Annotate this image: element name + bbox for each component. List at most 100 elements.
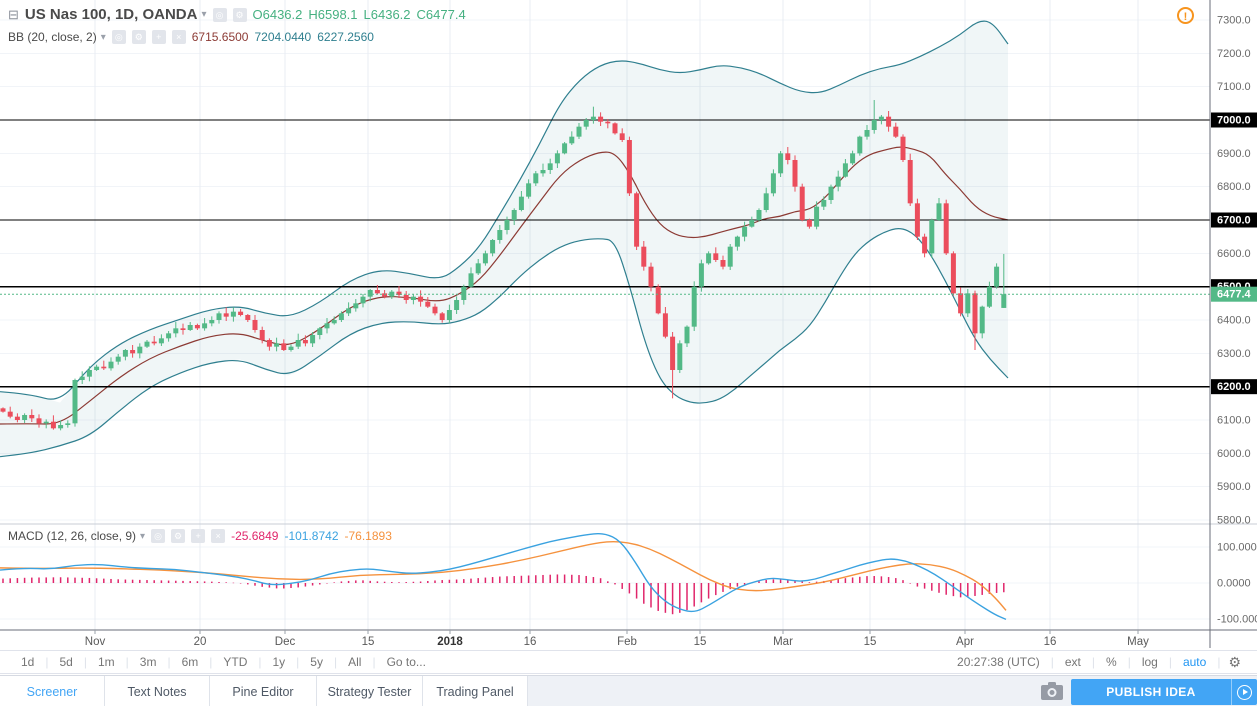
range-5y[interactable]: 5y (310, 655, 323, 669)
range-1y[interactable]: 1y (272, 655, 286, 669)
svg-text:0.0000: 0.0000 (1217, 578, 1251, 590)
separator: | (45, 655, 49, 669)
chevron-down-icon[interactable]: ▾ (140, 530, 146, 542)
svg-text:6300.0: 6300.0 (1217, 348, 1251, 360)
svg-text:Nov: Nov (85, 636, 106, 648)
tab-screener[interactable]: Screener (0, 676, 105, 706)
range-switcher: 1d | 5d | 1m | 3m | 6m | YTD | 1y | 5y | All | Go… (10, 655, 437, 669)
goto-date[interactable]: Go to... (386, 655, 426, 669)
svg-text:6700.0: 6700.0 (1217, 215, 1251, 227)
separator: | (125, 655, 129, 669)
svg-text:6800.0: 6800.0 (1217, 181, 1251, 193)
chart-canvas[interactable]: 7300.0 7200.0 7100.0 7000.0 6900.0 6800.0 6700… (0, 0, 1257, 650)
svg-text:7300.0: 7300.0 (1217, 15, 1251, 27)
separator: | (1050, 655, 1054, 669)
svg-text:-100.0000: -100.0000 (1217, 614, 1257, 626)
bb-legend: BB (20, close, 2) ▾ ◎ ⚙ + × 6715.6500 72… (8, 30, 374, 44)
separator: | (333, 655, 338, 669)
percent-toggle[interactable]: % (1106, 655, 1117, 669)
close-value: C6477.4 (416, 7, 466, 22)
svg-text:Apr: Apr (956, 636, 974, 648)
svg-text:16: 16 (524, 636, 537, 648)
separator: | (83, 655, 87, 669)
clock[interactable]: 20:27:38 (UTC) (957, 655, 1040, 669)
range-1m[interactable]: 1m (97, 655, 115, 669)
ohlc-values: O6436.2 H6598.1 L6436.2 C6477.4 (253, 7, 472, 22)
low-value: L6436.2 (363, 7, 411, 22)
range-3m[interactable]: 3m (139, 655, 157, 669)
bb-basis-value: 6715.6500 (191, 30, 249, 44)
separator: | (1168, 655, 1172, 669)
symbol-title[interactable]: US Nas 100, 1D, OANDA (24, 6, 198, 23)
svg-text:20: 20 (194, 636, 207, 648)
play-icon (1237, 684, 1252, 700)
tab-trading-panel[interactable]: Trading Panel (423, 676, 528, 706)
tab-pine-editor[interactable]: Pine Editor (210, 676, 317, 706)
separator: | (209, 655, 213, 669)
gear-icon[interactable]: ⚙ (1228, 653, 1241, 670)
gear-icon[interactable]: ⚙ (232, 7, 247, 22)
bb-lower-value: 6227.2560 (317, 30, 374, 44)
svg-text:May: May (1127, 636, 1149, 648)
tab-text-notes[interactable]: Text Notes (105, 676, 210, 706)
range-5d[interactable]: 5d (59, 655, 73, 669)
macd-title[interactable]: MACD (12, 26, close, 9) (8, 529, 137, 543)
svg-text:2018: 2018 (437, 636, 463, 648)
publish-idea-button[interactable]: PUBLISH IDEA (1071, 679, 1257, 705)
ext-toggle[interactable]: ext (1064, 655, 1081, 669)
symbol-legend: ⊟ US Nas 100, 1D, OANDA ▾ ◎ ⚙ O6436.2 H65… (8, 6, 472, 23)
svg-text:15: 15 (694, 636, 707, 648)
separator: | (1127, 655, 1131, 669)
visibility-icon[interactable]: ◎ (212, 7, 227, 22)
range-6m[interactable]: 6m (181, 655, 199, 669)
svg-text:15: 15 (362, 636, 375, 648)
range-all[interactable]: All (348, 655, 362, 669)
tab-strategy-tester[interactable]: Strategy Tester (317, 676, 423, 706)
range-1d[interactable]: 1d (21, 655, 35, 669)
plus-icon[interactable]: + (191, 529, 206, 543)
separator: | (1217, 655, 1221, 669)
separator: | (296, 655, 300, 669)
svg-text:Dec: Dec (275, 636, 296, 648)
data-warning-icon[interactable]: ! (1177, 7, 1194, 24)
axis-settings: 20:27:38 (UTC) | ext | % | log | auto | ⚙ (946, 654, 1249, 671)
svg-text:15: 15 (864, 636, 877, 648)
separator: | (167, 655, 171, 669)
svg-text:6477.4: 6477.4 (1217, 289, 1252, 301)
bottom-tabs-bar: Screener Text Notes Pine Editor Strategy… (0, 675, 1257, 706)
svg-text:100.0000: 100.0000 (1217, 542, 1257, 554)
gear-icon[interactable]: ⚙ (171, 529, 186, 543)
svg-text:16: 16 (1044, 636, 1057, 648)
collapse-panel-icon[interactable]: ⊟ (8, 6, 19, 22)
svg-text:6200.0: 6200.0 (1217, 381, 1251, 393)
publish-idea-label: PUBLISH IDEA (1106, 685, 1196, 699)
svg-text:Mar: Mar (773, 636, 793, 648)
visibility-icon[interactable]: ◎ (111, 30, 126, 44)
bottom-toolbar: 1d | 5d | 1m | 3m | 6m | YTD | 1y | 5y | All | Go… (0, 650, 1257, 674)
visibility-icon[interactable]: ◎ (151, 529, 166, 543)
publish-play-button[interactable] (1231, 679, 1257, 705)
chevron-down-icon[interactable]: ▾ (100, 31, 106, 43)
log-toggle[interactable]: log (1141, 655, 1158, 669)
svg-text:6000.0: 6000.0 (1217, 448, 1251, 460)
svg-text:6600.0: 6600.0 (1217, 248, 1251, 260)
svg-text:7200.0: 7200.0 (1217, 48, 1251, 60)
svg-text:7000.0: 7000.0 (1217, 115, 1251, 127)
close-icon[interactable]: × (171, 30, 186, 44)
separator: | (1091, 655, 1096, 669)
svg-text:5900.0: 5900.0 (1217, 481, 1251, 493)
high-value: H6598.1 (308, 7, 358, 22)
plus-icon[interactable]: + (151, 30, 166, 44)
svg-text:6900.0: 6900.0 (1217, 148, 1251, 160)
range-ytd[interactable]: YTD (223, 655, 248, 669)
bb-title[interactable]: BB (20, close, 2) (8, 30, 97, 44)
close-icon[interactable]: × (211, 529, 226, 543)
macd-legend: MACD (12, 26, close, 9) ▾ ◎ ⚙ + × -25.68… (8, 529, 392, 543)
auto-toggle[interactable]: auto (1182, 655, 1207, 669)
snapshot-camera-icon[interactable] (1040, 681, 1064, 701)
gear-icon[interactable]: ⚙ (131, 30, 146, 44)
macd-signal-value: -76.1893 (344, 529, 392, 543)
svg-text:6100.0: 6100.0 (1217, 415, 1251, 427)
chevron-down-icon[interactable]: ▾ (201, 9, 207, 20)
